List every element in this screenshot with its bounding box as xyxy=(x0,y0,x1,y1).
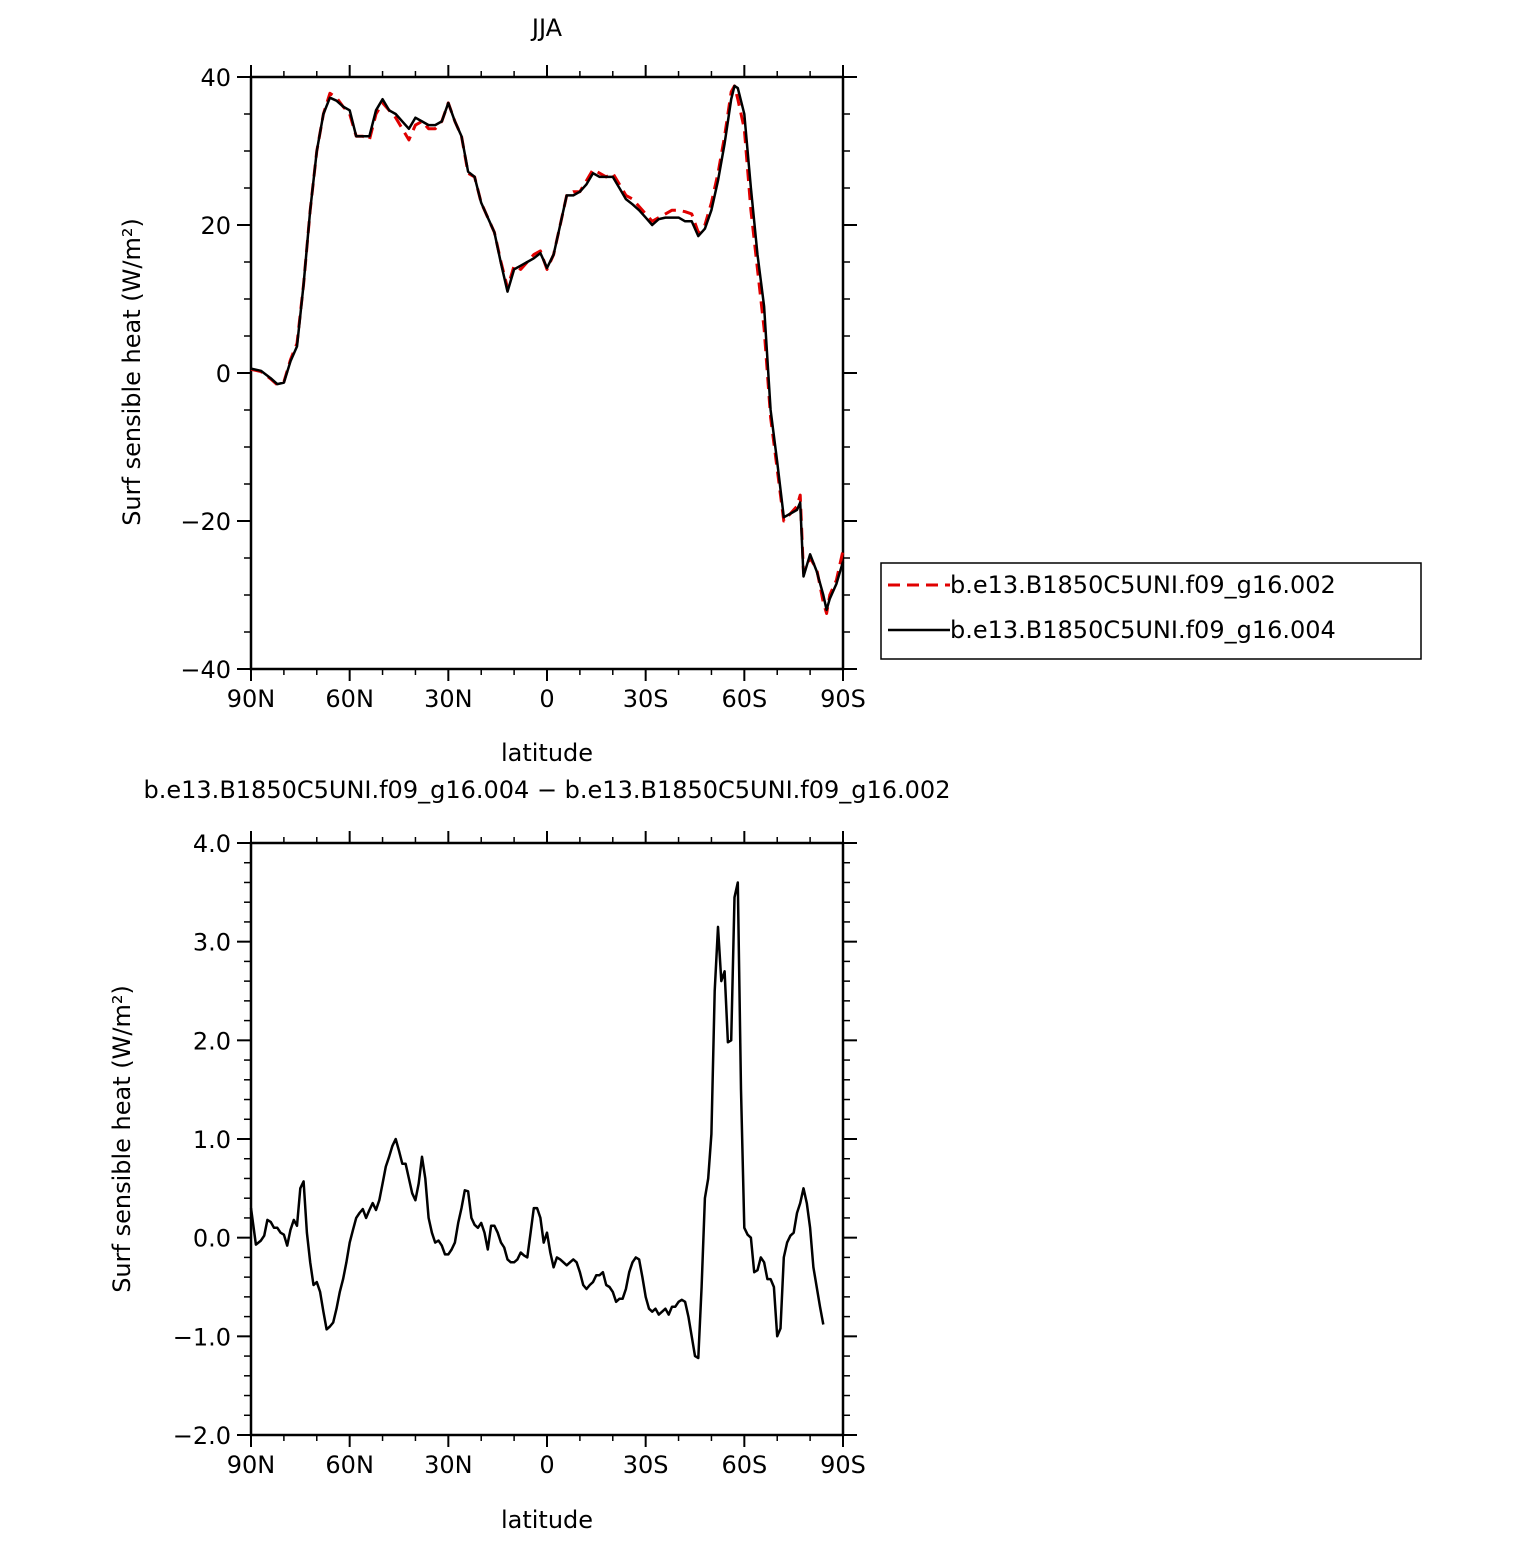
bottom-y-tick-label: 2.0 xyxy=(193,1027,231,1055)
top-x-tick-label: 30N xyxy=(424,685,473,713)
top-y-tick-label: −40 xyxy=(180,656,231,684)
bottom-panel: b.e13.B1850C5UNI.f09_g16.004 − b.e13.B18… xyxy=(108,776,950,1534)
top-axes: 90N 60N 30N 0 30S 60S 90S 40 20 0 −20 −40 xyxy=(180,64,866,713)
bottom-plot-lines xyxy=(249,881,825,1360)
legend-label-series-1: b.e13.B1850C5UNI.f09_g16.002 xyxy=(950,571,1336,599)
top-series-line-1 xyxy=(250,84,845,615)
top-x-tick-label: 90N xyxy=(227,685,276,713)
bottom-x-tick-label: 30N xyxy=(424,1451,473,1479)
bottom-x-tick-label: 90S xyxy=(820,1451,866,1479)
bottom-chart-title: b.e13.B1850C5UNI.f09_g16.004 − b.e13.B18… xyxy=(144,776,951,804)
bottom-x-tick-label: 0 xyxy=(539,1451,554,1479)
top-x-tick-label: 60N xyxy=(325,685,374,713)
top-x-tick-label: 30S xyxy=(623,685,669,713)
bottom-x-tick-label: 30S xyxy=(623,1451,669,1479)
top-series-line-2 xyxy=(250,84,845,612)
legend: b.e13.B1850C5UNI.f09_g16.002 b.e13.B1850… xyxy=(880,562,1422,660)
top-x-axis-label: latitude xyxy=(501,739,593,767)
legend-label-series-2: b.e13.B1850C5UNI.f09_g16.004 xyxy=(950,616,1336,644)
top-y-tick-label: −20 xyxy=(180,508,231,536)
top-chart-title: JJA xyxy=(530,14,563,42)
bottom-y-axis-label: Surf sensible heat (W/m²) xyxy=(108,985,136,1293)
bottom-plot-frame xyxy=(249,841,845,1437)
bottom-x-tick-label: 90N xyxy=(227,1451,276,1479)
top-y-tick-label: 20 xyxy=(200,212,231,240)
top-plot-frame xyxy=(249,75,845,671)
bottom-x-tick-label: 60N xyxy=(325,1451,374,1479)
top-x-tick-label: 60S xyxy=(721,685,767,713)
top-y-tick-label: 0 xyxy=(216,360,231,388)
bottom-x-axis-label: latitude xyxy=(501,1506,593,1534)
top-y-tick-label: 40 xyxy=(200,64,231,92)
top-x-tick-label: 90S xyxy=(820,685,866,713)
bottom-y-tick-label: −1.0 xyxy=(173,1323,231,1351)
bottom-y-tick-label: 4.0 xyxy=(193,830,231,858)
bottom-series-line-1 xyxy=(249,881,825,1360)
legend-box xyxy=(880,562,1422,660)
bottom-x-tick-label: 60S xyxy=(721,1451,767,1479)
bottom-axes: 90N 60N 30N 0 30S 60S 90S 4.0 3.0 2.0 1.0 0.0 −1.0 −2… xyxy=(173,830,866,1479)
bottom-y-tick-label: −2.0 xyxy=(173,1422,231,1450)
top-y-axis-label: Surf sensible heat (W/m²) xyxy=(118,218,146,526)
top-panel: JJA 90N 60N 30N 0 30S 60S 90S 40 20 0 −20 −40 latit… xyxy=(118,14,866,767)
top-x-tick-label: 0 xyxy=(539,685,554,713)
bottom-y-tick-label: 0.0 xyxy=(193,1225,231,1253)
bottom-y-tick-label: 3.0 xyxy=(193,929,231,957)
bottom-y-tick-label: 1.0 xyxy=(193,1126,231,1154)
top-plot-lines xyxy=(250,84,845,615)
